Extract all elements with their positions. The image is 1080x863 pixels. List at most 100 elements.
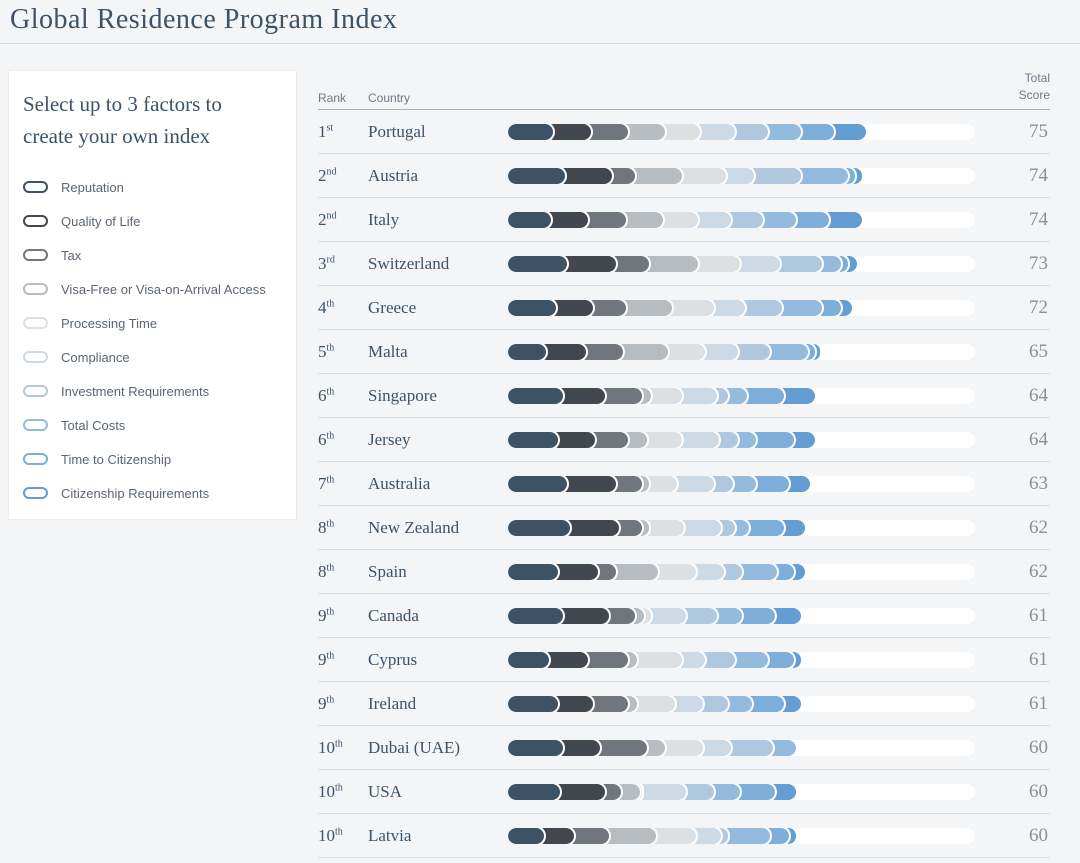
- rank-ordinal-suffix: th: [326, 561, 335, 573]
- column-header-total-score: Total Score: [975, 70, 1050, 105]
- total-score-cell: 62: [1029, 516, 1048, 538]
- score-bar-track: [508, 739, 975, 756]
- score-bar-segment-quality-of-life: [547, 299, 594, 316]
- score-bar-segment-time-to-citizenship: [748, 431, 794, 448]
- score-bar-segment-visa-free-or-visa-on-arrival-access: [617, 211, 664, 228]
- score-bar-segment-investment-requirements: [678, 607, 717, 624]
- total-score-cell: 60: [1029, 736, 1048, 758]
- score-bar-segment-reputation: [508, 387, 563, 404]
- rank-ordinal-suffix: th: [326, 649, 335, 661]
- factor-toggle-tax[interactable]: Tax: [23, 238, 282, 272]
- score-bar-segment-citizenship-requirements: [825, 123, 867, 140]
- score-bar-segment-total-costs: [760, 123, 801, 140]
- country-cell: Portugal: [368, 121, 426, 141]
- score-bar-segment-investment-requirements: [771, 255, 822, 272]
- score-bar-segment-compliance: [718, 167, 755, 184]
- factor-selector-heading: Select up to 3 factors to create your ow…: [23, 92, 222, 148]
- score-bar-segment-compliance: [666, 695, 703, 712]
- total-score-cell: 63: [1029, 472, 1048, 494]
- factor-toggle-quality-of-life[interactable]: Quality of Life: [23, 204, 282, 238]
- score-bar-segment-processing-time: [650, 563, 696, 580]
- factor-label: Quality of Life: [61, 213, 141, 229]
- country-cell: Greece: [368, 297, 417, 317]
- score-bar-segment-investment-requirements: [722, 211, 764, 228]
- toggle-pill-icon[interactable]: [23, 419, 48, 431]
- factor-toggle-visa-free-or-visa-on-arrival-access[interactable]: Visa-Free or Visa-on-Arrival Access: [23, 272, 282, 306]
- score-bar-segment-quality-of-life: [552, 783, 605, 800]
- score-bar-segment-visa-free-or-visa-on-arrival-access: [615, 343, 668, 360]
- rank-cell: 2nd: [318, 209, 337, 229]
- score-bar-segment-tax: [578, 343, 624, 360]
- score-bar-track: [508, 387, 975, 404]
- score-bar-segment-time-to-citizenship: [741, 519, 785, 536]
- score-bar-segment-compliance: [687, 827, 722, 844]
- score-bar-track: [508, 343, 975, 360]
- score-bar-segment-tax: [610, 519, 643, 536]
- score-bar-segment-processing-time: [657, 123, 701, 140]
- factor-toggle-compliance[interactable]: Compliance: [23, 340, 282, 374]
- score-bar-segment-total-costs: [755, 211, 797, 228]
- score-bar-segment-processing-time: [629, 695, 675, 712]
- score-bar-segment-processing-time: [638, 431, 682, 448]
- score-bar-segment-processing-time: [641, 475, 678, 492]
- score-bar-track: [508, 211, 975, 228]
- rank-ordinal-suffix: th: [326, 473, 335, 485]
- factor-toggle-time-to-citizenship[interactable]: Time to Citizenship: [23, 442, 282, 476]
- toggle-pill-icon[interactable]: [23, 249, 48, 261]
- rank-cell: 6th: [318, 385, 335, 405]
- score-bar-segment-total-costs: [734, 563, 778, 580]
- score-bar-segment-compliance: [706, 299, 745, 316]
- score-bar-segment-processing-time: [690, 255, 741, 272]
- factor-toggle-reputation[interactable]: Reputation: [23, 170, 282, 204]
- rank-ordinal-suffix: rd: [326, 253, 335, 265]
- factor-toggle-total-costs[interactable]: Total Costs: [23, 408, 282, 442]
- column-header-country: Country: [368, 90, 411, 105]
- score-bar-segment-quality-of-life: [559, 475, 617, 492]
- total-score-cell: 62: [1029, 560, 1048, 582]
- factor-label: Compliance: [61, 349, 130, 365]
- score-bar-segment-reputation: [508, 167, 566, 184]
- toggle-pill-icon[interactable]: [23, 317, 48, 329]
- score-bar-segment-total-costs: [774, 299, 822, 316]
- total-score-cell: 60: [1029, 824, 1048, 846]
- total-score-cell: 61: [1029, 604, 1048, 626]
- toggle-pill-icon[interactable]: [23, 453, 48, 465]
- toggle-pill-icon[interactable]: [23, 487, 48, 499]
- country-cell: Singapore: [368, 385, 437, 405]
- toggle-pill-icon[interactable]: [23, 283, 48, 295]
- total-score-cell: 72: [1029, 296, 1048, 318]
- rank-ordinal-suffix: th: [326, 385, 335, 397]
- score-bar-segment-citizenship-requirements: [781, 475, 811, 492]
- toggle-pill-icon[interactable]: [23, 385, 48, 397]
- score-bar-segment-quality-of-life: [559, 255, 617, 272]
- factor-label: Processing Time: [61, 315, 158, 331]
- score-bar-segment-tax: [580, 651, 629, 668]
- score-bar-segment-processing-time: [664, 299, 715, 316]
- table-row-malta: 5th Malta 65: [318, 330, 1050, 374]
- factor-toggle-processing-time[interactable]: Processing Time: [23, 306, 282, 340]
- rank-cell: 10th: [318, 825, 343, 845]
- score-bar-segment-investment-requirements: [736, 299, 783, 316]
- score-bar-segment-processing-time: [659, 343, 706, 360]
- score-bar: [508, 563, 975, 580]
- total-score-cell: 65: [1029, 340, 1048, 362]
- toggle-pill-icon[interactable]: [23, 351, 48, 363]
- score-bar-segment-time-to-citizenship: [748, 475, 790, 492]
- score-bar-segment-reputation: [508, 563, 559, 580]
- score-bar-segment-compliance: [676, 519, 722, 536]
- score-bar-segment-total-costs: [708, 607, 743, 624]
- rank-cell: 8th: [318, 561, 335, 581]
- total-score-cell: 64: [1029, 428, 1048, 450]
- country-cell: Jersey: [368, 429, 411, 449]
- total-score-cell: 61: [1029, 692, 1048, 714]
- toggle-pill-icon[interactable]: [23, 181, 48, 193]
- factor-toggle-investment-requirements[interactable]: Investment Requirements: [23, 374, 282, 408]
- score-bar: [508, 739, 975, 756]
- column-header-rank: Rank: [318, 90, 347, 105]
- toggle-pill-icon[interactable]: [23, 215, 48, 227]
- score-bar-segment-tax: [608, 255, 650, 272]
- score-bar: [508, 431, 975, 448]
- factor-toggle-citizenship-requirements[interactable]: Citizenship Requirements: [23, 476, 282, 510]
- table-row-greece: 4th Greece 72: [318, 286, 1050, 330]
- score-bar-segment-processing-time: [629, 651, 682, 668]
